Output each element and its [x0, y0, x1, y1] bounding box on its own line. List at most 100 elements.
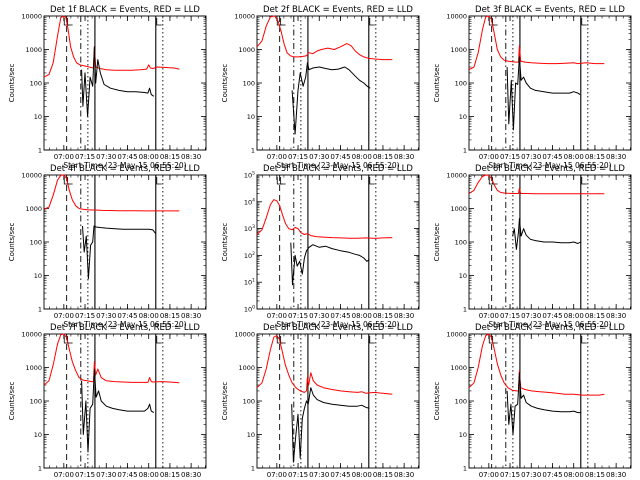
series-lld-red: [256, 335, 393, 395]
x-tick-label: 08:15: [160, 312, 180, 320]
panel-title: Det 5f BLACK = Events, RED = LLD: [263, 164, 413, 174]
x-tick-label: 07:15: [500, 471, 520, 479]
x-tick-label: 07:45: [542, 153, 562, 161]
corner-marker: [369, 177, 375, 185]
series-events-black: [512, 218, 581, 250]
y-tick-label: 10: [34, 272, 42, 280]
x-tick-label: 07:30: [309, 471, 329, 479]
y-tick-label: 1000: [450, 205, 467, 213]
x-tick-label: 07:15: [75, 312, 95, 320]
panel-6: Det 6f BLACK = Events, RED = LLD 1 10 100 10…: [433, 164, 632, 329]
corner-marker: [581, 177, 587, 185]
corner-marker: [280, 18, 286, 26]
x-tick-label: 08:00: [352, 312, 372, 320]
x-tick-label: 07:00: [267, 471, 287, 479]
y-axis-label: Counts/sec: [221, 223, 229, 262]
corner-marker: [156, 177, 162, 185]
x-tick-label: 08:15: [585, 312, 605, 320]
y-tick-label: 1: [463, 465, 467, 473]
corner-marker: [67, 336, 73, 344]
series-events-black: [291, 387, 370, 463]
x-tick-label: 08:30: [606, 153, 626, 161]
panel-title: Det 1f BLACK = Events, RED = LLD: [50, 5, 200, 15]
y-tick-label: 1000: [238, 364, 255, 372]
x-tick-label: 08:30: [394, 153, 414, 161]
y-tick-label: 10: [247, 113, 255, 121]
y-tick-label: 10: [247, 431, 255, 439]
y-tick-label: 100: [455, 80, 467, 88]
series-lld-red: [468, 333, 605, 396]
y-tick-label: 100: [243, 80, 255, 88]
y-tick-label: 103: [244, 224, 255, 233]
y-axis-label: Counts/sec: [221, 64, 229, 103]
series-lld-red: [256, 199, 393, 239]
panel-5: Det 5f BLACK = Events, RED = LLD 100 101 10…: [221, 164, 420, 329]
x-tick-label: 07:00: [479, 153, 499, 161]
y-tick-label: 1: [38, 147, 42, 155]
corner-marker: [492, 336, 498, 344]
x-tick-label: 07:45: [330, 153, 350, 161]
series-events-black: [82, 225, 156, 280]
corner-marker: [67, 177, 73, 185]
y-tick-label: 10000: [234, 13, 255, 21]
x-tick-label: 07:00: [54, 153, 74, 161]
x-tick-label: 07:45: [542, 312, 562, 320]
x-tick-label: 07:45: [117, 312, 137, 320]
y-tick-label: 102: [244, 251, 255, 260]
y-tick-label: 1: [463, 306, 467, 314]
y-axis-label: Counts/sec: [8, 64, 16, 103]
x-tick-label: 07:30: [96, 153, 116, 161]
y-tick-label: 100: [30, 80, 42, 88]
x-tick-label: 07:15: [500, 153, 520, 161]
panel-title: Det 9f BLACK = Events, RED = LLD: [475, 323, 625, 333]
y-tick-label: 105: [244, 171, 255, 180]
x-tick-label: 07:30: [521, 153, 541, 161]
series-events-black: [290, 242, 370, 286]
x-tick-label: 07:00: [54, 471, 74, 479]
y-tick-label: 1: [38, 465, 42, 473]
y-tick-label: 1000: [450, 364, 467, 372]
plot-frame: [256, 174, 420, 310]
y-tick-label: 10000: [446, 13, 467, 21]
panel-1: Det 1f BLACK = Events, RED = LLD 1 10 100 10…: [8, 5, 207, 170]
y-tick-label: 100: [243, 398, 255, 406]
y-tick-label: 1: [251, 465, 255, 473]
x-axis-label: Start Time (23-May-15 06:55:20): [63, 320, 186, 329]
x-tick-label: 08:00: [139, 153, 159, 161]
y-axis-label: Counts/sec: [221, 382, 229, 421]
x-tick-label: 07:00: [267, 153, 287, 161]
panel-title: Det 2f BLACK = Events, RED = LLD: [263, 5, 413, 15]
corner-marker: [492, 18, 498, 26]
x-tick-label: 07:30: [309, 312, 329, 320]
x-tick-label: 08:30: [181, 312, 201, 320]
y-tick-label: 10: [459, 431, 467, 439]
y-tick-label: 104: [244, 197, 255, 206]
x-axis-label: Start Time (23-May-15 06:55:20): [276, 320, 399, 329]
corner-marker: [156, 336, 162, 344]
x-tick-label: 08:00: [352, 471, 372, 479]
x-tick-label: 07:00: [54, 312, 74, 320]
series-lld-red: [256, 15, 393, 61]
x-tick-label: 07:15: [288, 471, 308, 479]
x-tick-label: 07:30: [521, 471, 541, 479]
x-axis-label: Start Time (23-May-15 06:55:20): [488, 161, 611, 170]
y-tick-label: 1: [463, 147, 467, 155]
y-tick-label: 10000: [446, 331, 467, 339]
x-tick-label: 08:00: [139, 471, 159, 479]
x-tick-label: 08:30: [606, 471, 626, 479]
y-tick-label: 101: [244, 278, 255, 287]
x-axis-label: Start Time (23-May-15 06:55:20): [276, 161, 399, 170]
corner-marker: [581, 18, 587, 26]
y-tick-label: 10: [459, 113, 467, 121]
x-tick-label: 07:45: [330, 312, 350, 320]
x-tick-label: 07:45: [542, 471, 562, 479]
panel-3: Det 3f BLACK = Events, RED = LLD 1 10 100 10…: [433, 5, 632, 170]
y-axis-label: Counts/sec: [8, 223, 16, 262]
panel-4: Det 4f BLACK = Events, RED = LLD 1 10 100 10…: [8, 164, 207, 329]
y-tick-label: 100: [30, 398, 42, 406]
y-tick-label: 10000: [446, 172, 467, 180]
y-tick-label: 1000: [25, 205, 42, 213]
plot-frame: [468, 15, 632, 151]
y-tick-label: 10: [34, 431, 42, 439]
series-lld-red: [43, 333, 180, 386]
